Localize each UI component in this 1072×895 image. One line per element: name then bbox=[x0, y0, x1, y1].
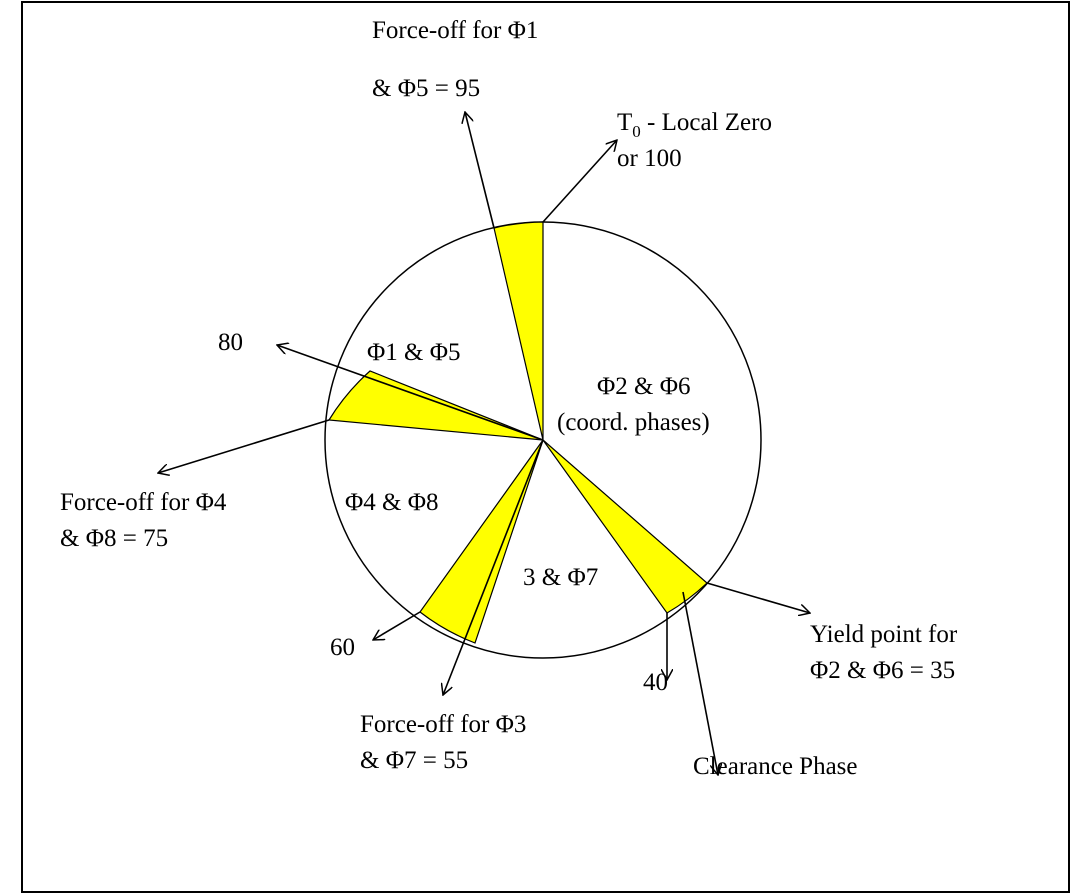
wedge-top bbox=[493, 221, 544, 441]
label: Yield point for bbox=[810, 621, 958, 648]
label: Φ1 & Φ5 bbox=[367, 339, 461, 366]
arrow-forceoff-phi4 bbox=[158, 419, 330, 473]
label: Φ2 & Φ6 bbox=[597, 373, 691, 400]
label: 80 bbox=[218, 329, 243, 356]
label: 0 bbox=[632, 122, 641, 141]
label: Force-off for Φ3 bbox=[360, 711, 526, 738]
arrow-60 bbox=[373, 611, 421, 640]
arrow-forceoff-phi3 bbox=[443, 439, 544, 695]
label: T0 - Local Zero bbox=[617, 109, 772, 141]
wedge-bottom-left bbox=[419, 439, 544, 644]
label: Clearance Phase bbox=[693, 753, 858, 780]
label: Φ2 & Φ6 = 35 bbox=[810, 657, 955, 684]
arrow-yield bbox=[706, 582, 810, 613]
label: 40 bbox=[643, 669, 668, 696]
arrow-t0 bbox=[542, 140, 617, 223]
label: & Φ7 = 55 bbox=[360, 747, 468, 774]
label: Φ4 & Φ8 bbox=[345, 489, 439, 516]
label: or 100 bbox=[617, 145, 682, 172]
arrow-forceoff-phi1 bbox=[465, 112, 495, 229]
label: & Φ8 = 75 bbox=[60, 525, 168, 552]
label: (coord. phases) bbox=[557, 409, 710, 436]
label: Force-off for Φ4 bbox=[60, 489, 227, 516]
label: - Local Zero bbox=[641, 109, 772, 136]
arrow-80 bbox=[277, 345, 544, 441]
wedge-left bbox=[327, 370, 544, 441]
label: 60 bbox=[330, 634, 355, 661]
arrow-clearance bbox=[682, 591, 718, 775]
label: T bbox=[617, 109, 632, 136]
wedge-bottom-right bbox=[542, 439, 708, 614]
label: & Φ5 = 95 bbox=[372, 75, 480, 102]
label: 3 & Φ7 bbox=[523, 564, 598, 591]
label: Force-off for Φ1 bbox=[372, 17, 538, 44]
